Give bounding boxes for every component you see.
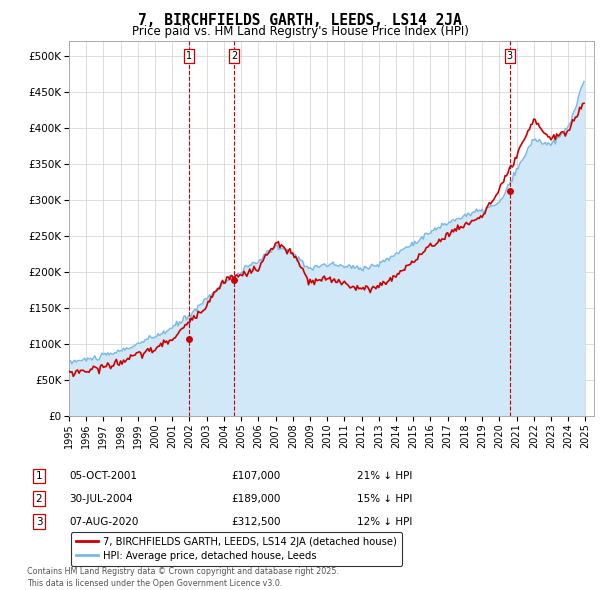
Text: 21% ↓ HPI: 21% ↓ HPI bbox=[357, 471, 412, 481]
Text: 07-AUG-2020: 07-AUG-2020 bbox=[69, 517, 139, 526]
Text: £189,000: £189,000 bbox=[231, 494, 280, 503]
Text: 12% ↓ HPI: 12% ↓ HPI bbox=[357, 517, 412, 526]
Text: Price paid vs. HM Land Registry's House Price Index (HPI): Price paid vs. HM Land Registry's House … bbox=[131, 25, 469, 38]
Text: 2: 2 bbox=[35, 494, 43, 503]
Text: £312,500: £312,500 bbox=[231, 517, 281, 526]
Text: £107,000: £107,000 bbox=[231, 471, 280, 481]
Text: 3: 3 bbox=[35, 517, 43, 526]
Text: 15% ↓ HPI: 15% ↓ HPI bbox=[357, 494, 412, 503]
Text: 30-JUL-2004: 30-JUL-2004 bbox=[69, 494, 133, 503]
Text: 3: 3 bbox=[506, 51, 513, 61]
Text: 05-OCT-2001: 05-OCT-2001 bbox=[69, 471, 137, 481]
Text: Contains HM Land Registry data © Crown copyright and database right 2025.
This d: Contains HM Land Registry data © Crown c… bbox=[27, 568, 339, 588]
Text: 2: 2 bbox=[231, 51, 238, 61]
Text: 7, BIRCHFIELDS GARTH, LEEDS, LS14 2JA: 7, BIRCHFIELDS GARTH, LEEDS, LS14 2JA bbox=[138, 13, 462, 28]
Text: 1: 1 bbox=[187, 51, 193, 61]
Legend: 7, BIRCHFIELDS GARTH, LEEDS, LS14 2JA (detached house), HPI: Average price, deta: 7, BIRCHFIELDS GARTH, LEEDS, LS14 2JA (d… bbox=[71, 532, 402, 566]
Text: 1: 1 bbox=[35, 471, 43, 481]
